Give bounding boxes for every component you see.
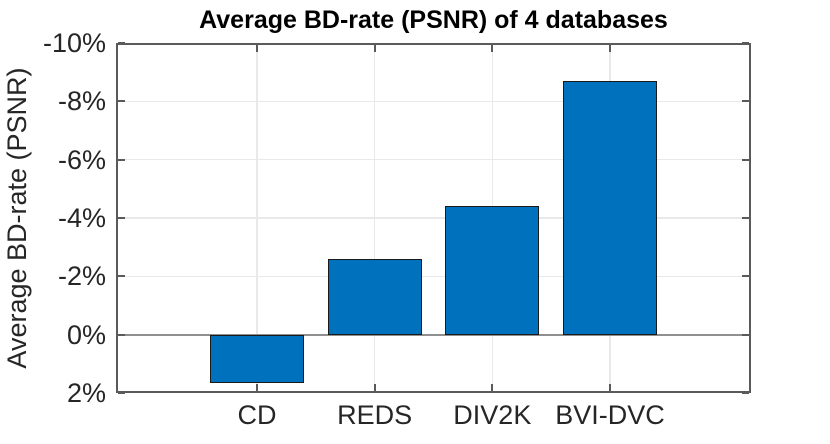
- x-tick-top-DIV2K: [491, 45, 494, 52]
- y-tick-label-0: 0%: [66, 319, 106, 350]
- x-tick-top-BVI-DVC: [609, 45, 611, 52]
- y-tick-left-0: [118, 333, 125, 336]
- y-tick-left--8: [118, 100, 125, 103]
- gridline-y--4: [116, 217, 751, 219]
- chart-title: Average BD-rate (PSNR) of 4 databases: [199, 6, 668, 34]
- y-tick-right--4: [742, 217, 749, 219]
- x-tick-top-REDS: [373, 45, 376, 52]
- gridline-x-REDS: [373, 43, 376, 393]
- y-tick-label--8: -8%: [57, 86, 106, 117]
- gridline-y--6: [116, 158, 751, 161]
- x-tick-label-DIV2K: DIV2K: [453, 400, 532, 430]
- x-tick-bottom-REDS: [373, 384, 376, 391]
- x-tick-bottom-DIV2K: [491, 384, 494, 391]
- x-tick-label-BVI-DVC: BVI-DVC: [555, 400, 665, 430]
- zero-baseline: [116, 333, 751, 336]
- x-tick-label-CD: CD: [237, 400, 277, 430]
- y-tick-label-2: 2%: [66, 378, 106, 408]
- bar-REDS: [327, 258, 422, 335]
- y-tick-label--10: -10%: [42, 28, 106, 58]
- y-tick-right-0: [742, 333, 749, 336]
- gridline-y--8: [116, 100, 751, 103]
- x-tick-label-REDS: REDS: [337, 400, 413, 430]
- y-tick-right-2: [742, 392, 749, 394]
- y-tick-right--8: [742, 100, 749, 103]
- y-tick-label--2: -2%: [57, 261, 106, 292]
- y-tick-left-2: [118, 392, 125, 394]
- x-tick-bottom-CD: [256, 384, 258, 391]
- y-tick-left--6: [118, 158, 125, 161]
- x-tick-top-CD: [256, 45, 258, 52]
- gridline-x-CD: [256, 43, 258, 393]
- y-tick-right--6: [742, 158, 749, 161]
- bar-BVI-DVC: [563, 80, 657, 335]
- gridline-y--2: [116, 275, 751, 278]
- bar-CD: [210, 334, 304, 383]
- bar-DIV2K: [445, 206, 540, 335]
- y-tick-label--6: -6%: [57, 144, 106, 175]
- y-tick-left--10: [118, 42, 125, 44]
- x-tick-bottom-BVI-DVC: [609, 384, 611, 391]
- y-tick-label--4: -4%: [57, 203, 106, 233]
- y-tick-left--4: [118, 217, 125, 219]
- y-tick-left--2: [118, 275, 125, 278]
- y-tick-right--2: [742, 275, 749, 278]
- y-tick-right--10: [742, 42, 749, 44]
